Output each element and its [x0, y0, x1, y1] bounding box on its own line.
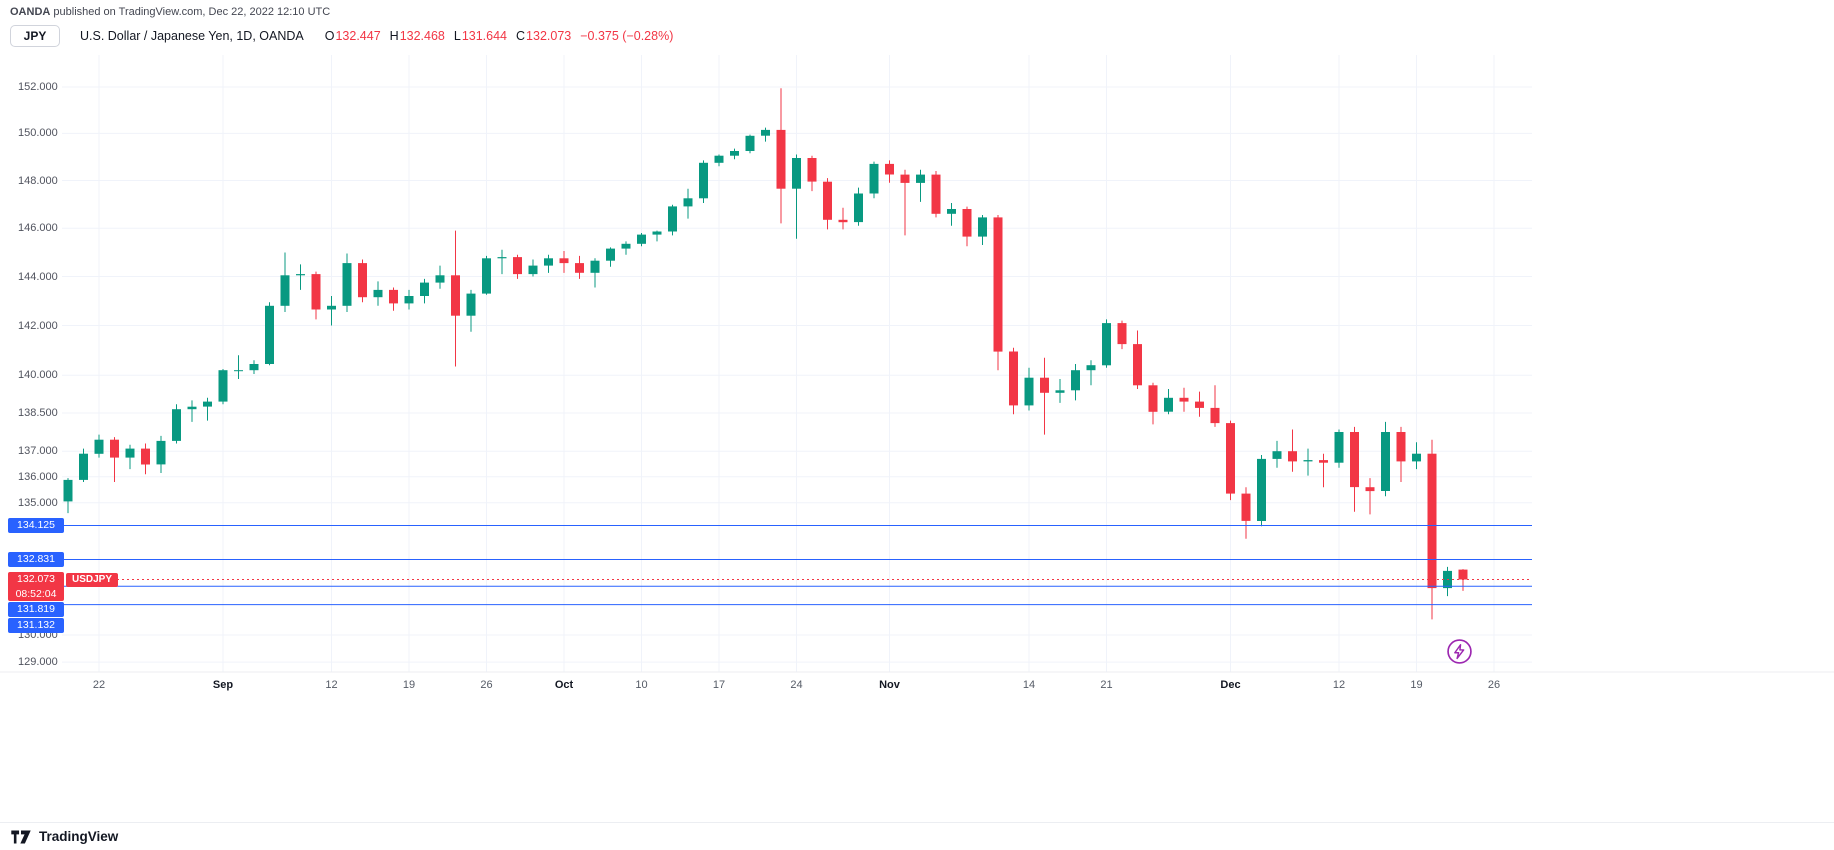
flash-icon[interactable]	[1446, 638, 1473, 665]
tradingview-wordmark[interactable]: TradingView	[39, 829, 119, 844]
price-axis-label: 144.000	[18, 270, 58, 283]
price-axis-label: 146.000	[18, 222, 58, 235]
chart-legend: U.S. Dollar / Japanese Yen, 1D, OANDA O1…	[80, 29, 673, 43]
level-price-badge: 131.819	[8, 602, 64, 617]
publisher-name: OANDA	[10, 6, 51, 18]
price-axis-label: 137.000	[18, 445, 58, 458]
ohlc-high-label: H	[389, 29, 399, 43]
price-axis-label: 142.000	[18, 319, 58, 332]
ohlc-open: O132.447	[325, 29, 381, 43]
price-axis-label: 152.000	[18, 81, 58, 93]
ohlc-high-value: 132.468	[399, 29, 445, 43]
ohlc-low: L131.644	[454, 29, 507, 43]
symbol-title[interactable]: U.S. Dollar / Japanese Yen, 1D, OANDA	[80, 29, 304, 43]
price-axis-label: 129.000	[18, 656, 58, 669]
ohlc-close: C132.073	[516, 29, 571, 43]
price-axis-label: 148.000	[18, 174, 58, 187]
price-axis-label: 140.000	[18, 369, 58, 382]
price-axis-label: 136.000	[18, 470, 58, 483]
level-price-badge: 131.132	[8, 618, 64, 633]
ohlc-open-value: 132.447	[335, 29, 381, 43]
ohlc-open-label: O	[324, 29, 335, 43]
bar-close-countdown: 08:52:04	[15, 587, 57, 600]
price-axis-label: 150.000	[18, 127, 58, 140]
ohlc-close-value: 132.073	[526, 29, 572, 43]
current-price: 132.073	[17, 573, 55, 585]
ohlc-close-label: C	[516, 29, 526, 43]
candlestick-series	[63, 88, 1468, 620]
tradingview-logo-icon	[11, 830, 31, 843]
change-value: −0.375 (−0.28%)	[580, 29, 674, 43]
attribution-text: published on TradingView.com, Dec 22, 20…	[53, 6, 331, 18]
ohlc-high: H132.468	[390, 29, 445, 43]
ohlc-low-label: L	[453, 29, 461, 43]
price-scale[interactable]: 132.073 08:52:04 152.000 150.000 148.000 14…	[0, 0, 64, 850]
attribution: OANDA published on TradingView.com, Dec …	[10, 6, 330, 18]
price-axis-label: 138.500	[18, 407, 58, 419]
current-price-badge: 132.073 08:52:04	[8, 572, 64, 601]
footer: TradingView	[0, 822, 1834, 850]
ohlc-low-value: 131.644	[461, 29, 508, 43]
level-price-badge: 132.831	[8, 552, 64, 567]
symbol-search-badge[interactable]: JPY	[10, 25, 60, 47]
price-axis-label: 135.000	[18, 496, 58, 509]
price-line-symbol-tag: USDJPY	[66, 572, 119, 587]
level-price-badge: 134.125	[8, 518, 64, 533]
